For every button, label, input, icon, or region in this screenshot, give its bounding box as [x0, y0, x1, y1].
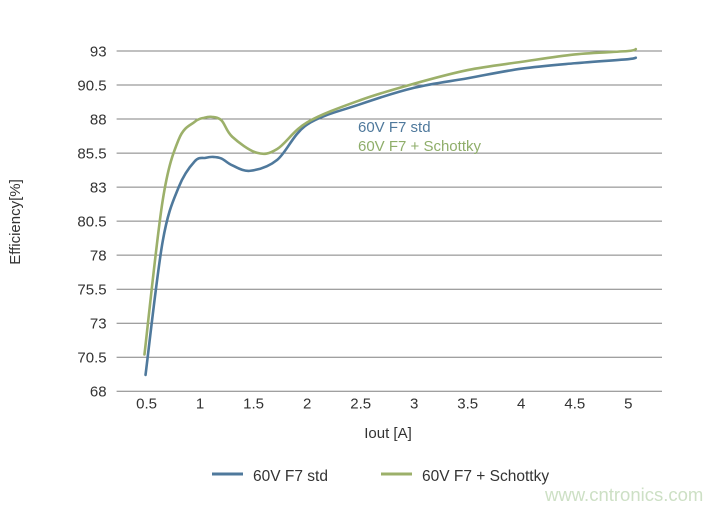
- svg-text:60V F7 std: 60V F7 std: [358, 119, 431, 136]
- svg-text:5: 5: [624, 396, 632, 413]
- svg-text:2.5: 2.5: [350, 396, 371, 413]
- svg-text:www.cntronics.com: www.cntronics.com: [544, 484, 703, 505]
- svg-text:88: 88: [90, 112, 107, 129]
- svg-text:0.5: 0.5: [136, 396, 157, 413]
- svg-text:75.5: 75.5: [77, 282, 106, 299]
- svg-text:83: 83: [90, 180, 107, 197]
- svg-text:60V F7 + Schottky: 60V F7 + Schottky: [358, 138, 481, 155]
- svg-text:60V F7 std: 60V F7 std: [253, 468, 328, 485]
- svg-text:60V F7 + Schottky: 60V F7 + Schottky: [422, 468, 549, 485]
- svg-text:70.5: 70.5: [77, 350, 106, 367]
- svg-text:90.5: 90.5: [77, 78, 106, 95]
- svg-text:80.5: 80.5: [77, 214, 106, 231]
- svg-text:Iout [A]: Iout [A]: [364, 425, 412, 442]
- svg-text:2: 2: [303, 396, 311, 413]
- svg-text:68: 68: [90, 384, 107, 401]
- svg-text:4.5: 4.5: [564, 396, 585, 413]
- svg-text:3: 3: [410, 396, 418, 413]
- svg-text:Efficiency[%]: Efficiency[%]: [7, 179, 24, 265]
- svg-text:85.5: 85.5: [77, 146, 106, 163]
- svg-text:3.5: 3.5: [457, 396, 478, 413]
- svg-text:4: 4: [517, 396, 525, 413]
- svg-text:93: 93: [90, 44, 107, 61]
- svg-text:78: 78: [90, 248, 107, 265]
- svg-text:73: 73: [90, 316, 107, 333]
- svg-text:1.5: 1.5: [243, 396, 264, 413]
- svg-text:1: 1: [196, 396, 204, 413]
